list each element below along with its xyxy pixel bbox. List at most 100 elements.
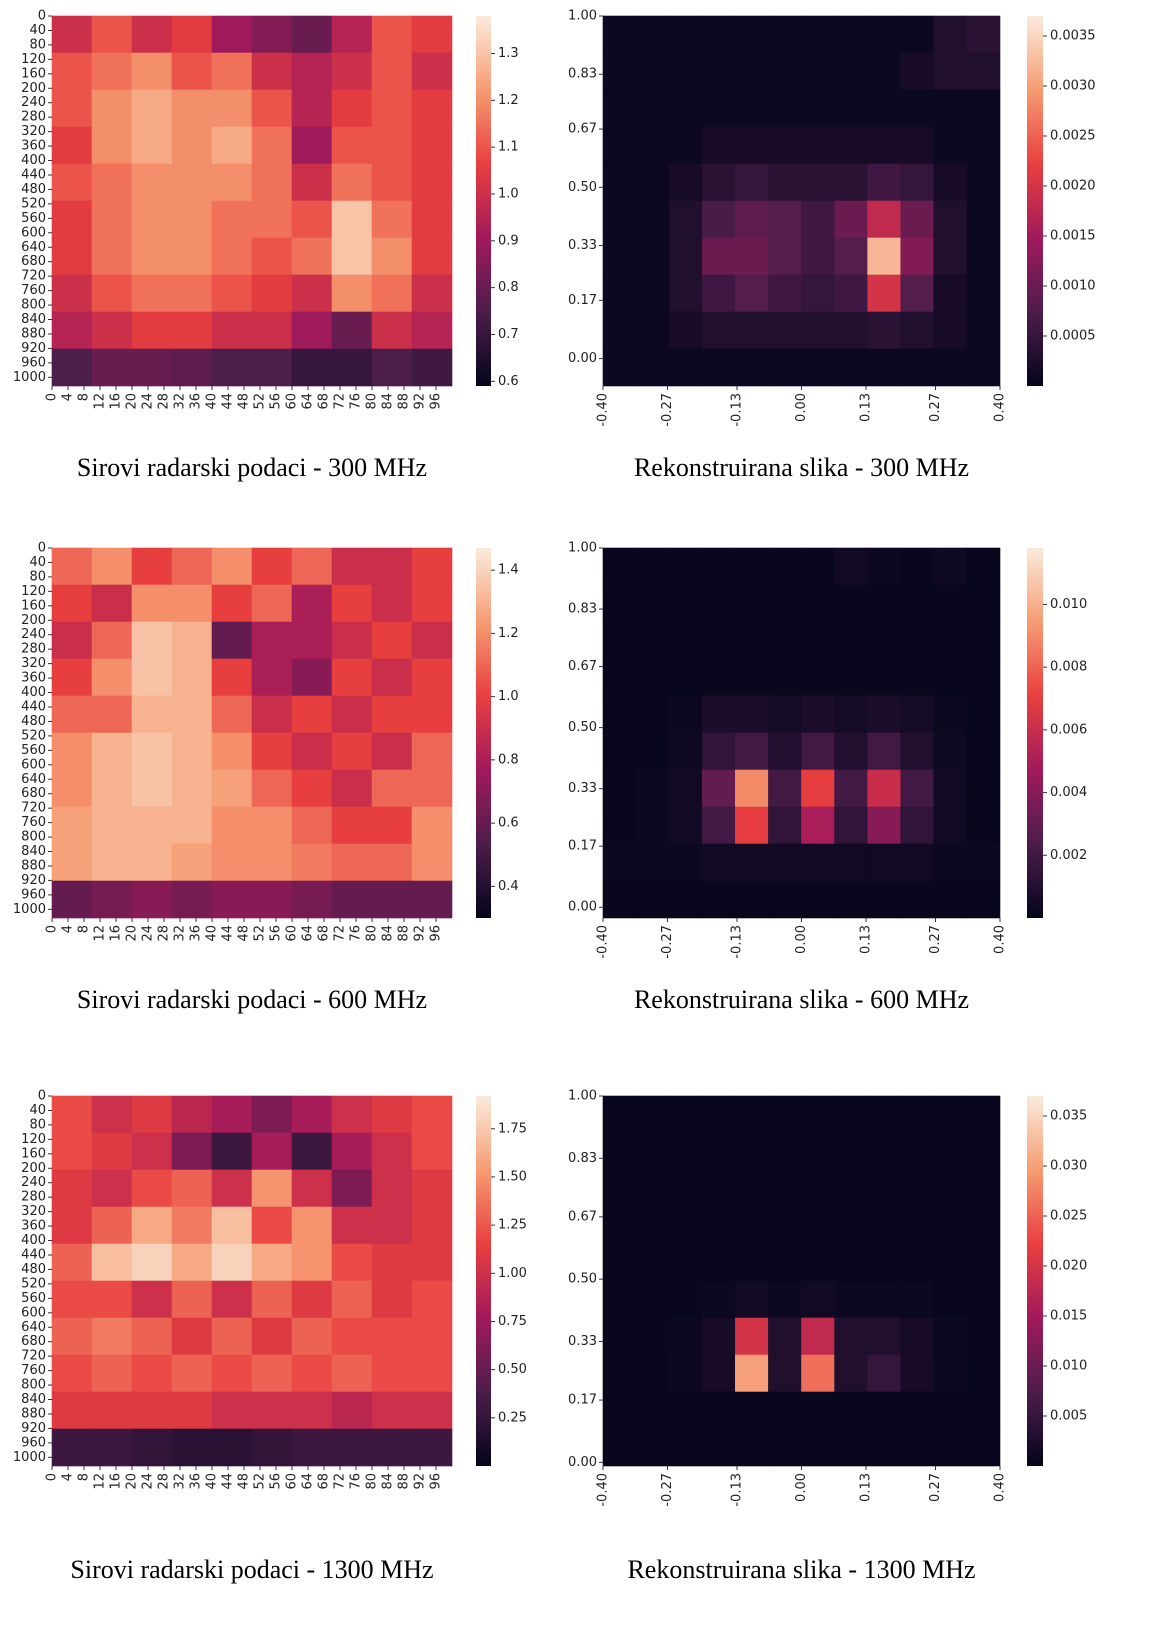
heatmap-cell <box>411 1206 453 1245</box>
y-tick-label: 40 <box>29 1103 46 1118</box>
x-tick-label: 96 <box>429 1473 444 1490</box>
heatmap-cell <box>966 1243 1001 1282</box>
heatmap-cell <box>211 1169 253 1208</box>
heatmap-cell <box>933 311 968 350</box>
heatmap-cell <box>735 126 769 165</box>
heatmap-cell <box>966 547 1001 586</box>
heatmap-cell <box>701 843 736 882</box>
heatmap-cell <box>171 52 213 91</box>
heatmap-cell <box>602 15 637 54</box>
heatmap-cell <box>171 769 213 808</box>
heatmap-cell <box>411 769 453 808</box>
heatmap-cell <box>867 1428 902 1467</box>
y-tick-label: 1000 <box>13 370 46 385</box>
heatmap-cell <box>635 806 670 845</box>
heatmap-cell <box>900 1280 935 1319</box>
heatmap-cell <box>411 348 453 387</box>
heatmap-cell <box>211 1095 253 1134</box>
heatmap-cell <box>635 311 670 350</box>
heatmap-cell <box>900 1391 935 1430</box>
x-tick-label: 84 <box>381 1473 396 1490</box>
heatmap-cell <box>966 237 1001 276</box>
x-tick-label: 8 <box>77 1473 92 1481</box>
y-tick-label: 280 <box>21 110 46 125</box>
heatmap-cell <box>834 1243 868 1282</box>
heatmap-cell <box>735 15 769 54</box>
heatmap-cell <box>171 311 213 350</box>
heatmap-cell <box>371 1095 413 1134</box>
heatmap-cell <box>51 200 93 239</box>
heatmap-cell <box>834 311 868 350</box>
heatmap-cell <box>131 1317 173 1356</box>
heatmap-cell <box>900 1132 935 1171</box>
y-tick-label: 960 <box>21 355 46 370</box>
heatmap-cell <box>131 15 173 54</box>
heatmap-cell <box>701 769 736 808</box>
heatmap-cell <box>331 237 373 276</box>
heatmap-cell <box>291 15 333 54</box>
heatmap-cell <box>131 769 173 808</box>
heatmap-cell <box>371 274 413 313</box>
heatmap-cell <box>331 1391 373 1430</box>
heatmap-cell <box>51 732 93 771</box>
heatmap-cell <box>867 769 902 808</box>
heatmap-cell <box>331 547 373 586</box>
heatmap-cell <box>171 806 213 845</box>
y-tick-label: 680 <box>21 254 46 269</box>
heatmap-cell <box>801 1428 835 1467</box>
heatmap-cell <box>371 126 413 165</box>
heatmap-cell <box>966 880 1001 919</box>
heatmap-cell <box>834 584 868 623</box>
heatmap-cell <box>331 126 373 165</box>
heatmap-cell <box>834 769 868 808</box>
x-tick-label: 0.27 <box>928 1473 943 1502</box>
heatmap-cell <box>768 1243 802 1282</box>
heatmap-cell <box>900 52 935 91</box>
x-tick-label: 0.40 <box>993 393 1008 422</box>
heatmap-cell <box>635 1391 670 1430</box>
y-tick-label: 0.67 <box>568 659 597 674</box>
heatmap-cell <box>933 769 968 808</box>
y-tick-label: 0.00 <box>568 351 597 366</box>
heatmap-cell <box>635 658 670 697</box>
heatmap-cell <box>933 15 968 54</box>
heatmap-cell <box>933 1132 968 1171</box>
colorbar-tick-label: 1.0 <box>498 689 519 704</box>
heatmap-cell <box>371 621 413 660</box>
y-tick-label: 480 <box>21 714 46 729</box>
heatmap-cell <box>131 1243 173 1282</box>
heatmap-cell <box>768 89 802 128</box>
x-tick-label: 32 <box>173 925 188 942</box>
heatmap-cell <box>635 274 670 313</box>
heatmap-cell <box>668 1391 703 1430</box>
heatmap-cell <box>251 126 293 165</box>
heatmap-cell <box>251 658 293 697</box>
heatmap-cell <box>411 1280 453 1319</box>
y-tick-label: 800 <box>21 830 46 845</box>
y-tick-label: 280 <box>21 642 46 657</box>
heatmap-cell <box>933 1206 968 1245</box>
heatmap-cell <box>834 880 868 919</box>
heatmap-cell <box>635 1169 670 1208</box>
heatmap-cell <box>933 126 968 165</box>
heatmap-cell <box>701 89 736 128</box>
y-tick-label: 120 <box>21 1132 46 1147</box>
heatmap-cell <box>602 200 637 239</box>
heatmap-cell <box>834 348 868 387</box>
heatmap-cell <box>51 15 93 54</box>
heatmap-cell <box>668 1280 703 1319</box>
colorbar-tick-label: 0.002 <box>1050 848 1087 863</box>
heatmap-cell <box>411 89 453 128</box>
y-tick-label: 0 <box>38 9 46 24</box>
heatmap-cell <box>91 1280 133 1319</box>
heatmap-cell <box>411 15 453 54</box>
heatmap-cell <box>211 1354 253 1393</box>
heatmap-cell <box>131 880 173 919</box>
heatmap-cell <box>411 274 453 313</box>
x-tick-label: 52 <box>253 1473 268 1490</box>
heatmap-cell <box>635 695 670 734</box>
heatmap-cell <box>768 348 802 387</box>
heatmap-cell <box>371 200 413 239</box>
heatmap-cell <box>735 1169 769 1208</box>
heatmap-cell <box>933 695 968 734</box>
